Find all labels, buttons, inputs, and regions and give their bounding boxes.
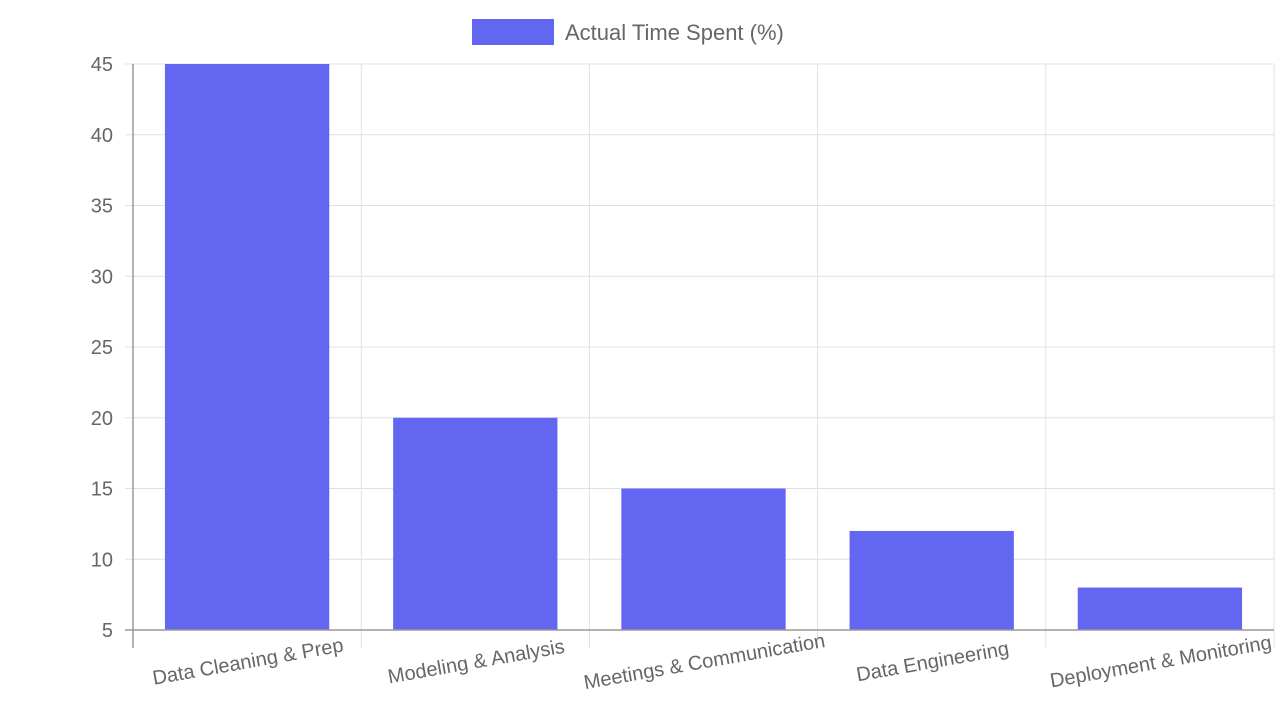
y-tick-label: 5 — [102, 620, 113, 642]
y-tick-label: 10 — [91, 549, 113, 571]
axes — [125, 64, 1274, 648]
y-tick-label: 35 — [91, 196, 113, 218]
y-axis-ticks: 5 10 15 20 25 30 35 40 45 — [91, 54, 113, 642]
x-axis-ticks: Data Cleaning & Prep Modeling & Analysis M… — [151, 630, 1273, 694]
y-tick-label: 20 — [91, 408, 113, 430]
legend-label: Actual Time Spent (%) — [565, 20, 784, 45]
bar[interactable] — [1077, 587, 1243, 630]
x-tick-label: Data Engineering — [855, 638, 1011, 687]
legend-swatch — [472, 19, 554, 45]
legend[interactable]: Actual Time Spent (%) — [472, 19, 784, 45]
bar[interactable] — [849, 530, 1014, 630]
bars — [164, 64, 1243, 631]
bar[interactable] — [164, 64, 330, 630]
x-tick-label: Data Cleaning & Prep — [151, 634, 345, 689]
bar[interactable] — [393, 417, 558, 630]
y-tick-label: 30 — [91, 266, 113, 288]
x-tick-label: Deployment & Monitoring — [1048, 632, 1273, 693]
bar[interactable] — [621, 488, 786, 631]
y-tick-label: 40 — [91, 125, 113, 147]
y-tick-label: 45 — [91, 54, 113, 76]
x-tick-label: Modeling & Analysis — [386, 636, 566, 689]
y-tick-label: 15 — [91, 479, 113, 501]
y-tick-label: 25 — [91, 337, 113, 359]
x-tick-label: Meetings & Communication — [582, 630, 827, 694]
